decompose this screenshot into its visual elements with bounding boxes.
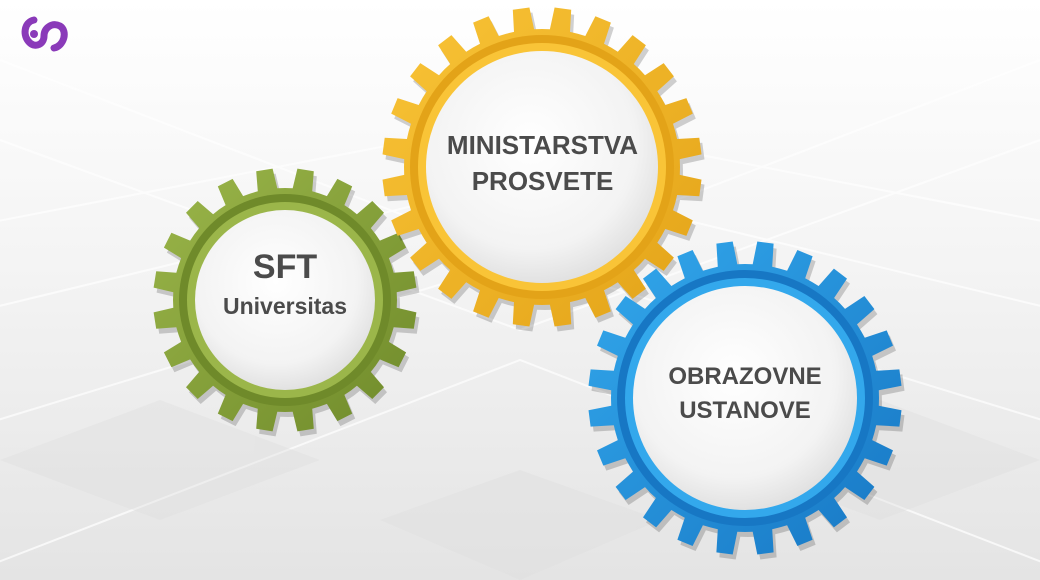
obrazovne-gear-line1: OBRAZOVNE xyxy=(668,363,822,390)
obrazovne-gear-line2: USTANOVE xyxy=(679,397,811,424)
obrazovne-gear xyxy=(588,241,905,560)
ministarstva-gear-line1: MINISTARSTVA xyxy=(446,130,639,160)
sft-logo-icon xyxy=(21,16,68,52)
obrazovne-gear-label: OBRAZOVNE USTANOVE xyxy=(630,360,860,428)
sft-gear-title: SFT xyxy=(252,248,318,286)
ministarstva-gear xyxy=(382,7,705,332)
sft-gear-label: SFT Universitas xyxy=(190,245,380,323)
gear-center xyxy=(426,51,658,283)
gear-center xyxy=(195,210,375,390)
gear-center xyxy=(633,286,857,510)
ministarstva-gear-line2: PROSVETE xyxy=(471,166,614,196)
ministarstva-gear-label: MINISTARSTVA PROSVETE xyxy=(425,127,660,199)
sft-gear-subtitle: Universitas xyxy=(222,293,347,319)
sft-gear xyxy=(153,168,420,437)
